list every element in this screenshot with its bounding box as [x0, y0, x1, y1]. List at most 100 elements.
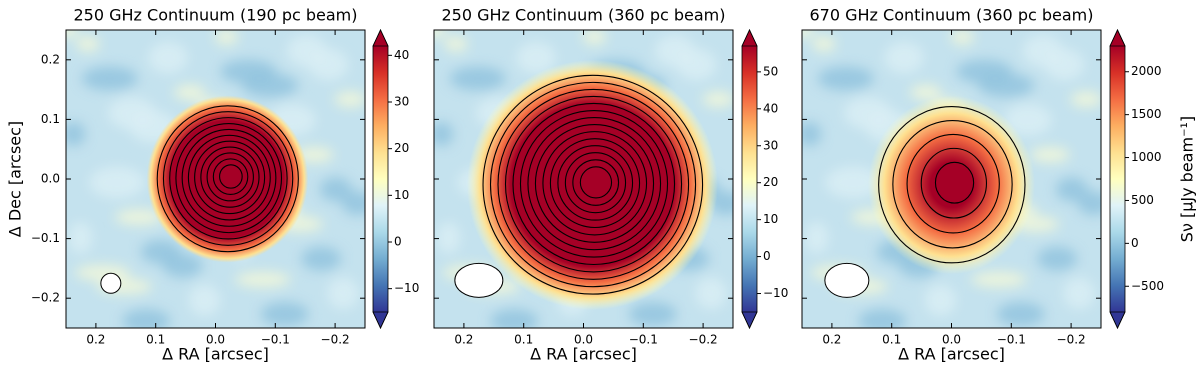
colorbar-tick-label: 1500	[1131, 107, 1162, 121]
x-tick-label: 0.0	[206, 333, 225, 347]
noise-blob	[449, 66, 506, 91]
contour	[534, 124, 655, 243]
source	[146, 95, 309, 263]
colorbar	[1110, 46, 1125, 312]
colorbar-tick-label: 20	[394, 141, 409, 155]
noise-blob	[950, 30, 975, 45]
contour	[920, 147, 988, 219]
noise-blob	[817, 66, 874, 91]
contour	[489, 81, 697, 288]
noise-blob	[825, 166, 882, 199]
noise-blob	[884, 41, 925, 74]
colorbar-extend	[1109, 311, 1126, 329]
noise-blob	[234, 271, 291, 288]
noise-blob	[434, 121, 454, 146]
contour	[542, 131, 648, 236]
contour	[504, 95, 683, 273]
beam	[454, 262, 504, 298]
noise-blob	[341, 191, 365, 216]
noise-blob	[66, 30, 78, 38]
contour	[527, 117, 662, 251]
noise-blob	[214, 30, 239, 45]
x-tick-label: −0.2	[321, 333, 350, 347]
colorbar-extend	[1109, 29, 1126, 47]
y-axis-label: Δ Dec [arcsec]	[6, 121, 25, 237]
colorbar-extend	[741, 311, 758, 329]
panel-title: 250 GHz Continuum (190 pc beam)	[74, 6, 358, 25]
contour	[194, 140, 266, 215]
noise-blob	[308, 48, 349, 81]
noise-blob	[802, 30, 814, 38]
noise-blob	[434, 30, 446, 38]
contour	[878, 106, 1026, 264]
x-tick-label: −0.2	[1057, 333, 1086, 347]
y-tick-label: 0.0	[41, 172, 60, 186]
noise-blob	[1055, 177, 1088, 202]
contour	[162, 111, 294, 246]
colorbar-extend	[741, 29, 758, 47]
colorbar-frame	[372, 29, 389, 329]
colorbar-tick-label: 10	[394, 188, 409, 202]
map-panel: 0.2 0.1 0.0 −0.1 −0.2 −0.2 −0.1 0.0 0.1 0.2 250 GH…	[6, 6, 420, 364]
contour	[579, 166, 613, 199]
map-image	[802, 30, 1101, 328]
colorbar-tick-label: −10	[394, 281, 419, 295]
contour	[934, 161, 975, 204]
x-tick-label: 0.1	[146, 333, 165, 347]
noise-blob	[1037, 246, 1078, 271]
noise-blob	[1044, 48, 1085, 81]
map-image	[66, 30, 365, 328]
noise-blob	[978, 73, 1035, 98]
noise-blob	[81, 66, 138, 91]
colorbar-label: Sν [μJy beam⁻¹]	[1178, 116, 1197, 242]
colorbar-tick-label: 0	[1131, 236, 1139, 250]
x-axis-label: Δ RA [arcsec]	[898, 345, 1005, 364]
noise-blob	[516, 41, 557, 74]
contour	[892, 119, 1013, 249]
colorbar	[373, 46, 388, 312]
noise-blob	[811, 35, 836, 52]
x-tick-label: 0.1	[882, 333, 901, 347]
colorbar-tick-label: 30	[394, 95, 409, 109]
noise-blob	[702, 91, 733, 108]
x-tick-label: 0.1	[514, 333, 533, 347]
x-tick-label: 0.2	[822, 333, 841, 347]
contour	[156, 105, 299, 253]
colorbar-tick-label: 10	[763, 212, 778, 226]
noise-blob	[68, 221, 93, 254]
noise-blob	[148, 41, 189, 74]
contour	[564, 152, 627, 214]
panel-title: 250 GHz Continuum (360 pc beam)	[442, 6, 726, 25]
y-tick-label: 0.1	[41, 112, 60, 126]
noise-blob	[301, 246, 342, 271]
noise-blob	[1029, 146, 1070, 163]
contour	[519, 109, 669, 258]
contour	[482, 74, 704, 295]
contour	[175, 122, 283, 234]
noise-blob	[996, 302, 1045, 327]
contour	[206, 152, 254, 202]
noise-blob	[628, 302, 677, 327]
noise-blob	[327, 277, 360, 310]
x-axis-label: Δ RA [arcsec]	[162, 345, 269, 364]
noise-blob	[1070, 91, 1101, 108]
colorbar-tick-label: −10	[763, 286, 788, 300]
noise-blob	[695, 277, 728, 310]
noise-blob	[173, 84, 206, 101]
noise-blob	[582, 30, 607, 45]
contour	[169, 117, 288, 240]
contour	[549, 138, 641, 229]
y-tick-label: 0.2	[41, 52, 60, 66]
x-tick-label: −0.1	[629, 333, 658, 347]
contour	[906, 133, 1000, 234]
x-tick-label: 0.0	[574, 333, 593, 347]
y-tick-label: −0.1	[31, 231, 60, 245]
colorbar-tick-label: 50	[763, 64, 778, 78]
map-panel: 0.2 0.1 0.0 −0.1 −0.2 670 GHz Continuum (360 …	[801, 6, 1197, 364]
noise-blob	[909, 84, 942, 101]
y-tick-label: −0.2	[31, 291, 60, 305]
colorbar-extend	[372, 29, 389, 47]
x-tick-label: 0.2	[454, 333, 473, 347]
noise-blob	[802, 121, 822, 146]
